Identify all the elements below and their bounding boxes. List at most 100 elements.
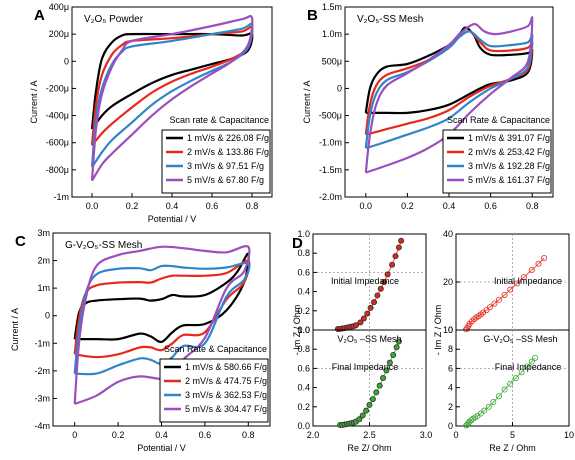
y-tick-label: 0: [64, 56, 69, 66]
panel-label: B: [307, 7, 318, 24]
x-tick-label: 0.4: [155, 430, 168, 440]
data-point: [369, 396, 376, 403]
data-point: [481, 407, 488, 414]
y-tick-label: 0: [337, 83, 342, 93]
data-point: [535, 260, 542, 267]
legend-entry: 3 mV/s & 192.28 F/g: [468, 161, 550, 171]
legend-box: [442, 129, 552, 194]
x-tick-label: 0.6: [206, 201, 219, 211]
x-tick-label: 0.2: [112, 430, 125, 440]
y-tick-label: 0.8: [297, 344, 310, 354]
panel-title: V₂O₅-SS Mesh: [357, 14, 423, 25]
x-tick-label: 5: [510, 430, 515, 440]
x-tick-label: 0: [453, 430, 458, 440]
y-tick-label: 0: [45, 311, 50, 321]
x-tick-label: 0.6: [484, 201, 497, 211]
y-tick-label: 0.6: [297, 363, 310, 373]
series-line-4: [90, 14, 254, 182]
y-tick-label: 500μ: [322, 56, 342, 66]
subplot-D-left-top: 0.0 0.2 0.4 0.6 0.8 1.0 Initial Impedance: [297, 229, 427, 335]
annotation-label: Final Impedance: [332, 362, 399, 372]
data-point: [541, 254, 548, 261]
data-point: [364, 310, 371, 317]
data-point: [395, 244, 402, 251]
y-tick-label: -800μ: [46, 165, 69, 175]
data-point: [501, 386, 508, 393]
data-point: [389, 261, 396, 268]
y-tick-label: 0.8: [297, 248, 310, 258]
data-point: [359, 412, 366, 419]
x-tick-label: 2.5: [363, 430, 376, 440]
x-tick-label: 0: [72, 430, 77, 440]
legend-entry: 1 mV/s & 391.07 F/g: [468, 133, 550, 143]
series-line-1: [364, 26, 534, 115]
x-tick-label: 3.0: [420, 430, 433, 440]
series-line-2: [90, 25, 254, 147]
y-tick-label: 1.0m: [322, 29, 342, 39]
data-point: [507, 380, 514, 387]
x-tick-label: 2.0: [307, 430, 320, 440]
y-tick-label: 0.4: [297, 287, 310, 297]
data-point: [377, 285, 384, 292]
y-tick-label: 2: [448, 402, 453, 412]
data-point: [374, 292, 381, 299]
x-axis-label: Potential / V: [137, 443, 186, 453]
y-tick-label: 10: [443, 325, 453, 335]
legend-entry: 3 mV/s & 362.53 F/g: [185, 390, 267, 400]
data-point: [532, 354, 539, 361]
y-tick-label: 200μ: [49, 29, 69, 39]
y-tick-label: 0.0: [297, 421, 310, 431]
data-point: [363, 407, 370, 414]
data-point: [390, 351, 397, 358]
y-tick-label: 0.2: [297, 306, 310, 316]
y-tick-label: 1.0: [297, 229, 310, 239]
legend-entry: 5 mV/s & 161.37 F/g: [468, 175, 550, 185]
data-point: [495, 393, 502, 400]
legend-entry: 5 mV/s & 67.80 F/g: [187, 175, 264, 185]
y-tick-label: 0.6: [297, 267, 310, 277]
data-point: [524, 363, 531, 370]
x-tick-label: 0.2: [401, 201, 414, 211]
y-tick-label: -2.0m: [319, 192, 342, 202]
data-point: [395, 338, 402, 345]
data-point: [514, 280, 521, 287]
x-tick-label: 0.4: [443, 201, 456, 211]
data-point: [512, 374, 519, 381]
y-axis-label: Current / A: [10, 308, 20, 351]
y-tick-label: 3m: [37, 228, 50, 238]
panel-B: -2.0m -1.5m -1.0m -500μ 0 500μ 1.0m 1.5m 0.0 0.2 0…: [302, 2, 554, 211]
x-tick-label: 0.0: [360, 201, 373, 211]
data-point: [507, 286, 514, 293]
x-tick-label: 0.0: [86, 201, 99, 211]
y-tick-label: -600μ: [46, 138, 69, 148]
data-point: [486, 304, 493, 311]
y-tick-label: -1.0m: [319, 138, 342, 148]
data-point: [366, 401, 373, 408]
legend-entry: 3 mV/s & 97.51 F/g: [187, 161, 264, 171]
y-tick-label: -3m: [35, 393, 51, 403]
data-point: [491, 300, 498, 307]
y-tick-label: -1m: [54, 192, 70, 202]
panel-label: C: [15, 233, 26, 250]
data-point: [518, 369, 525, 376]
legend-box: [159, 358, 269, 423]
data-point: [381, 278, 388, 285]
y-tick-label: -500μ: [319, 111, 342, 121]
subplot-title: V₂O₅ –SS Mesh: [337, 334, 401, 344]
series-line-1: [73, 252, 250, 344]
legend-box: [161, 129, 271, 194]
y-axis-label: Current / A: [29, 80, 39, 123]
data-point: [386, 359, 393, 366]
x-axis-label: Potential / V: [148, 214, 197, 224]
y-axis-label: Current / A: [302, 80, 312, 123]
series-line-4: [73, 244, 251, 405]
series-line-2: [364, 30, 534, 136]
data-point: [520, 274, 527, 281]
data-point: [384, 271, 391, 278]
y-tick-label: 1m: [37, 283, 50, 293]
data-point: [376, 382, 383, 389]
y-tick-label: 6: [448, 363, 453, 373]
y-tick-label: -200μ: [46, 83, 69, 93]
y-tick-label: 4: [448, 383, 453, 393]
y-tick-label: 0: [448, 421, 453, 431]
